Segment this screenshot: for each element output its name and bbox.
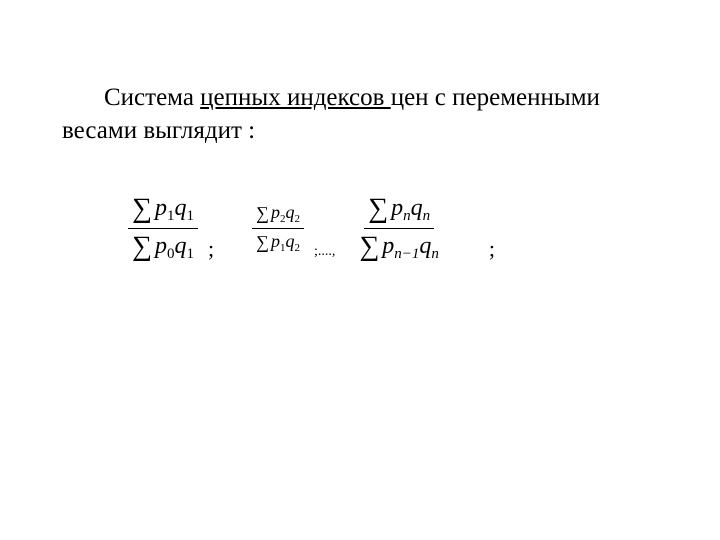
sub: 2 bbox=[294, 213, 300, 225]
var-p: p bbox=[271, 202, 280, 222]
fraction-2-denominator: ∑p1q2 bbox=[252, 229, 304, 255]
fraction-3: ∑pnqn ∑pn−1qn bbox=[355, 192, 443, 264]
separator-3: ; bbox=[489, 236, 495, 264]
sub: n bbox=[423, 208, 431, 224]
var-p: p bbox=[155, 195, 167, 221]
sigma-icon: ∑ bbox=[368, 193, 388, 225]
sigma-icon: ∑ bbox=[359, 231, 379, 263]
separator-1: ; bbox=[208, 236, 214, 264]
sigma-icon: ∑ bbox=[256, 203, 269, 224]
sub: n bbox=[403, 208, 411, 224]
sigma-icon: ∑ bbox=[132, 193, 152, 225]
var-q: q bbox=[411, 195, 423, 221]
var-p: p bbox=[155, 233, 167, 259]
fraction-1: ∑p1q1 ∑p0q1 bbox=[128, 192, 198, 264]
fraction-2-numerator: ∑p2q2 bbox=[252, 201, 304, 229]
sub: 1 bbox=[186, 246, 194, 262]
sub: n bbox=[431, 246, 439, 262]
text-underlined: цепных индексов bbox=[200, 84, 391, 111]
sigma-icon: ∑ bbox=[256, 232, 269, 253]
sigma-icon: ∑ bbox=[132, 231, 152, 263]
fraction-3-denominator: ∑pn−1qn bbox=[355, 229, 443, 264]
fraction-1-numerator: ∑p1q1 bbox=[128, 192, 198, 229]
sub: 2 bbox=[294, 242, 300, 254]
separator-2: ;...., bbox=[314, 244, 335, 264]
fraction-2: ∑p2q2 ∑p1q2 bbox=[252, 201, 304, 255]
fraction-3-numerator: ∑pnqn bbox=[364, 192, 434, 229]
fraction-1-denominator: ∑p0q1 bbox=[128, 229, 198, 264]
sub: n−1 bbox=[394, 246, 419, 262]
description-text: Система цепных индексов цен с переменным… bbox=[62, 82, 660, 147]
var-q: q bbox=[174, 195, 186, 221]
var-p: p bbox=[382, 233, 394, 259]
var-q: q bbox=[174, 233, 186, 259]
var-q: q bbox=[419, 233, 431, 259]
var-p: p bbox=[391, 195, 403, 221]
text-plain-1: Система bbox=[104, 84, 200, 111]
sub: 1 bbox=[186, 208, 194, 224]
formula-container: ∑p1q1 ∑p0q1 ; ∑p2q2 ∑p1q2 ;...., ∑pnqn ∑… bbox=[128, 192, 495, 264]
var-p: p bbox=[271, 231, 280, 251]
